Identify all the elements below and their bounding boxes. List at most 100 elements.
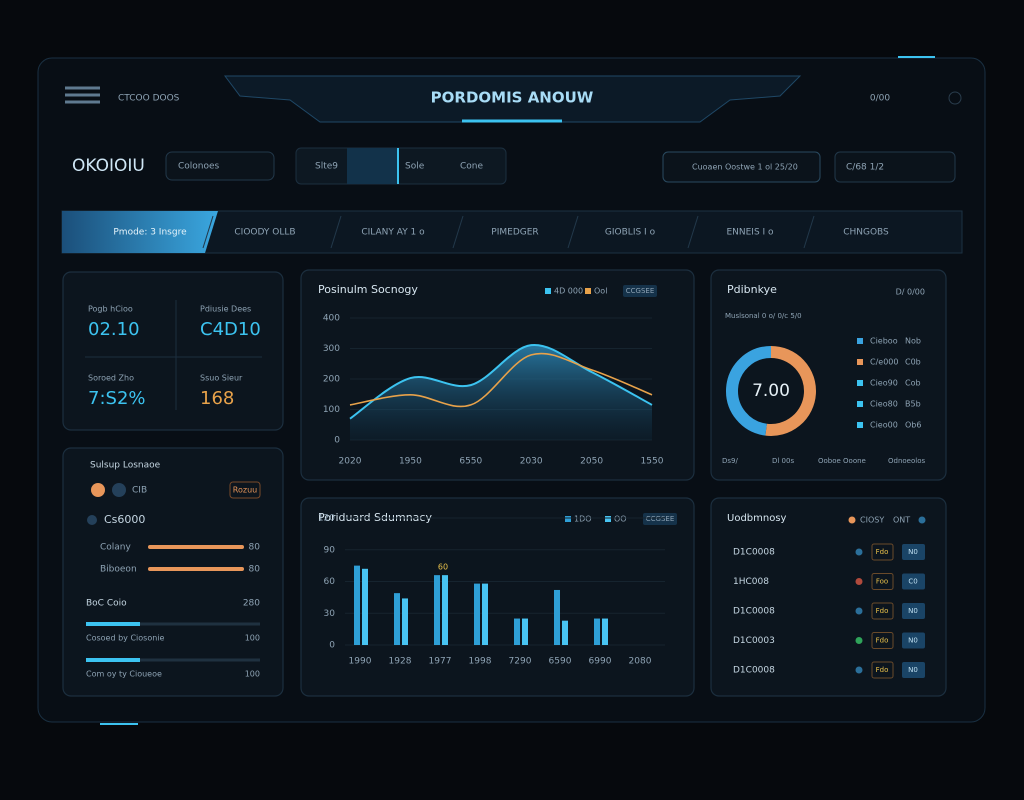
search-box[interactable] [165,151,275,181]
legend-filter[interactable] [643,513,677,525]
nav-separator [330,215,342,249]
legend-swatch [605,516,611,522]
legend-value: Ob6 [905,421,921,430]
row-action: N0 [908,607,918,615]
x-tick-label: 2030 [520,457,543,467]
row-action: N0 [908,548,918,556]
footer-label: Dl 00s [772,457,794,465]
legend-value: Nob [905,337,921,346]
badge-text: Rozuu [233,486,257,495]
row-status: Fdo [876,548,889,556]
select-box[interactable] [834,151,956,183]
nav-item[interactable]: CILANY AY 1 o [361,228,425,238]
filter-box[interactable] [662,151,821,183]
x-tick-label: 1998 [469,657,492,667]
nav-item[interactable]: ENNEIS I o [726,228,774,238]
stat-value: 7:S2% [88,388,146,409]
area [350,344,652,440]
legend-label: OO [614,515,627,524]
line [349,352,653,408]
x-tick-label: 1928 [389,657,412,667]
stat-value: 02.10 [88,319,140,340]
x-tick-label: 1550 [641,457,664,467]
row-badge [871,661,894,679]
nav-item[interactable]: PIMEDGER [491,228,538,238]
menu-icon[interactable] [65,86,100,104]
nav-item[interactable]: CHNGOBS [843,228,889,238]
bar [562,620,568,645]
bar [474,583,480,645]
bar [594,618,600,645]
bar [442,575,448,645]
table-panel [710,497,947,697]
legend-swatch [857,338,863,344]
legend-label: C/e000 [870,358,898,367]
nav-active[interactable] [62,211,218,253]
y-tick-label: 30 [324,609,336,619]
y-tick-label: 60 [324,577,336,587]
row-action: N0 [908,666,918,674]
nav-item[interactable]: GIOBLIS I o [605,228,656,238]
x-tick-label: 1977 [429,657,452,667]
logo: OKOIOIU [72,156,145,176]
y-tick-label: 90 [324,545,336,555]
active-tab[interactable] [347,148,398,184]
tab[interactable]: Sole [405,162,425,172]
row-badge [871,543,894,561]
legend-swatch [585,288,591,294]
donut-segment [726,346,772,436]
legend-swatch [857,380,863,386]
stat-value: C4D10 [200,319,261,340]
bar [434,575,440,645]
bar [514,618,520,645]
stat-label: Pogb hCioo [88,305,133,314]
row-button[interactable] [902,603,925,619]
footer-label: Ooboe Ooone [818,457,866,465]
legend-label: Cieboo [870,337,898,346]
chart-filter: Muslsonal 0 o/ 0/c 5/0 [725,312,802,320]
row-value: 80 [249,543,261,553]
row-button[interactable] [902,632,925,649]
row-label: Biboeon [100,565,137,575]
row-status: Foo [876,578,888,586]
legend-filter[interactable] [623,285,657,297]
row-action: N0 [908,637,918,645]
meter-value: 100 [245,634,260,643]
toggle[interactable] [112,483,126,497]
row-value: 80 [249,565,261,575]
legend-filter-text: CCGSEE [646,515,675,523]
bar [522,618,528,645]
nav-item[interactable]: CIOODY OLLB [234,228,295,238]
y-tick-label: 120 [318,514,335,524]
row-button[interactable] [902,544,925,560]
x-tick-label: 6590 [549,657,572,667]
x-tick-label: 2020 [339,457,362,467]
nav-separator [687,215,699,249]
row-status: Fdo [876,637,889,645]
donut-panel [710,269,947,481]
select-text: C/68 1/2 [846,163,884,173]
nav-separator [202,215,214,249]
toggle[interactable] [91,483,105,497]
chart-title: Pdibnkye [727,283,777,296]
x-tick-label: 6990 [589,657,612,667]
meter-label: Cosoed by Ciosonie [86,634,165,643]
bar [354,565,360,645]
legend-dot [848,516,856,524]
y-tick-label: 300 [323,344,340,354]
row-dot [855,607,863,615]
row-badge [871,632,894,649]
legend-label: Cieo00 [870,421,898,430]
line [349,344,653,420]
tab[interactable]: Cone [460,162,483,172]
nav-item[interactable]: Pmode: 3 Insgre [113,228,187,238]
legend-swatch [857,359,863,365]
row-button[interactable] [902,662,925,678]
status-icon[interactable] [948,91,962,105]
stat-label: Soroed Zho [88,374,134,383]
row-dot [855,637,863,644]
row-button[interactable] [902,573,925,590]
donut-segment [765,346,816,436]
chart-title: Posinulm Socnogy [318,283,418,296]
tab[interactable]: Slte9 [315,162,338,172]
